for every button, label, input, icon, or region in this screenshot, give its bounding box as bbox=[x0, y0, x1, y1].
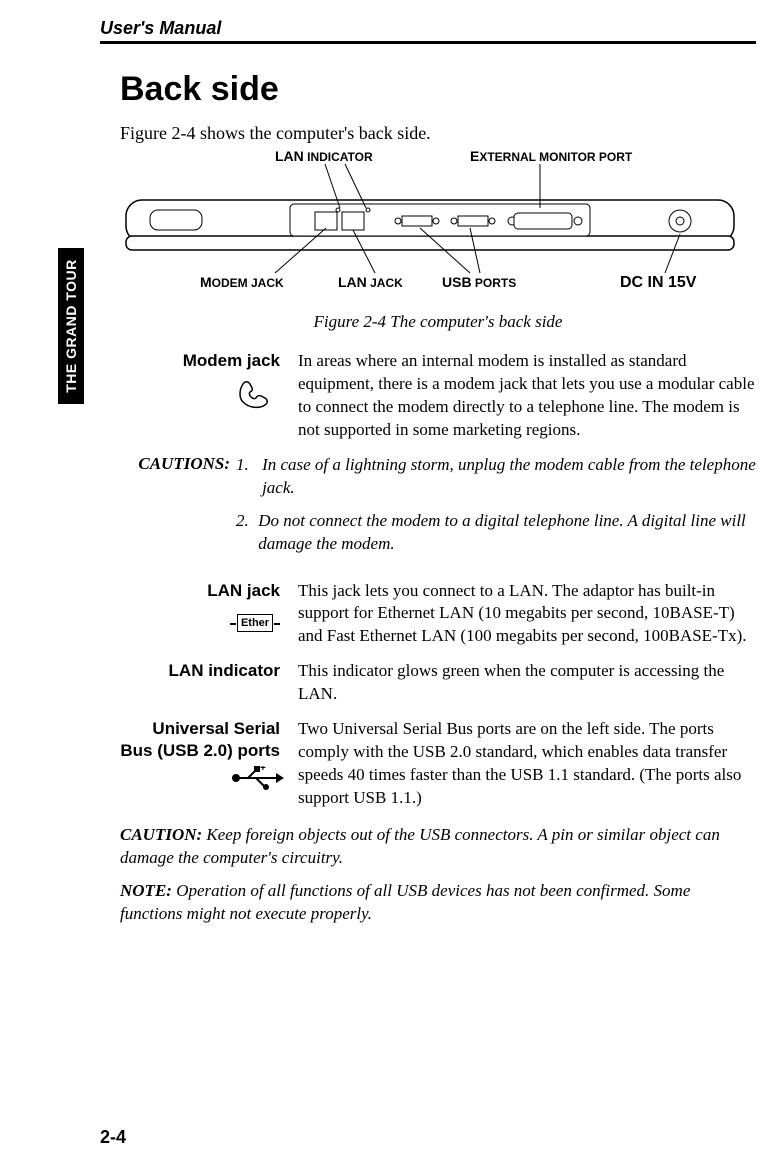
caution-usb: CAUTION: Keep foreign objects out of the… bbox=[120, 824, 756, 870]
def-modem-jack: Modem jack In areas where an internal mo… bbox=[120, 350, 756, 442]
def-usb: Universal Serial Bus (USB 2.0) ports + T… bbox=[120, 718, 756, 810]
page-number: 2-4 bbox=[100, 1127, 126, 1148]
label-modem-jack: MODEM JACK bbox=[200, 274, 284, 290]
section-intro: Figure 2-4 shows the computer's back sid… bbox=[120, 123, 756, 144]
header-title: User's Manual bbox=[100, 18, 221, 38]
figure-back-side: LAN INDICATOR EXTERNAL MONITOR PORT bbox=[120, 148, 740, 308]
ether-icon: Ether bbox=[230, 610, 280, 632]
phone-icon bbox=[230, 376, 280, 416]
def-lan-jack: LAN jack Ether This jack lets you connec… bbox=[120, 580, 756, 649]
term-usb: Universal Serial Bus (USB 2.0) ports + bbox=[120, 718, 298, 810]
usb-icon: + bbox=[230, 766, 280, 796]
cautions-block: CAUTIONS: 1. In case of a lightning stor… bbox=[120, 454, 756, 566]
desc-usb: Two Universal Serial Bus ports are on th… bbox=[298, 718, 756, 810]
svg-text:+: + bbox=[260, 766, 266, 774]
section-title: Back side bbox=[120, 70, 756, 109]
term-modem-jack: Modem jack bbox=[120, 350, 298, 442]
desc-lan-jack: This jack lets you connect to a LAN. The… bbox=[298, 580, 756, 649]
desc-lan-indicator: This indicator glows green when the comp… bbox=[298, 660, 756, 706]
desc-modem-jack: In areas where an internal modem is inst… bbox=[298, 350, 756, 442]
figure-caption: Figure 2-4 The computer's back side bbox=[120, 312, 756, 332]
caution-item-1: 1. In case of a lightning storm, unplug … bbox=[236, 454, 756, 500]
side-tab-label: THE GRAND TOUR bbox=[63, 259, 79, 393]
cautions-label: CAUTIONS: bbox=[120, 454, 236, 566]
label-lan-jack: LAN JACK bbox=[338, 274, 403, 290]
term-lan-indicator: LAN indicator bbox=[120, 660, 298, 706]
side-tab: THE GRAND TOUR bbox=[58, 248, 84, 404]
label-dc-in: DC IN 15V bbox=[620, 274, 696, 292]
caution-item-2: 2. Do not connect the modem to a digital… bbox=[236, 510, 756, 556]
term-lan-jack: LAN jack Ether bbox=[120, 580, 298, 649]
label-usb-ports: USB PORTS bbox=[442, 274, 516, 290]
page-header: User's Manual bbox=[100, 18, 756, 44]
note-usb: NOTE: Operation of all functions of all … bbox=[120, 880, 756, 926]
def-lan-indicator: LAN indicator This indicator glows green… bbox=[120, 660, 756, 706]
